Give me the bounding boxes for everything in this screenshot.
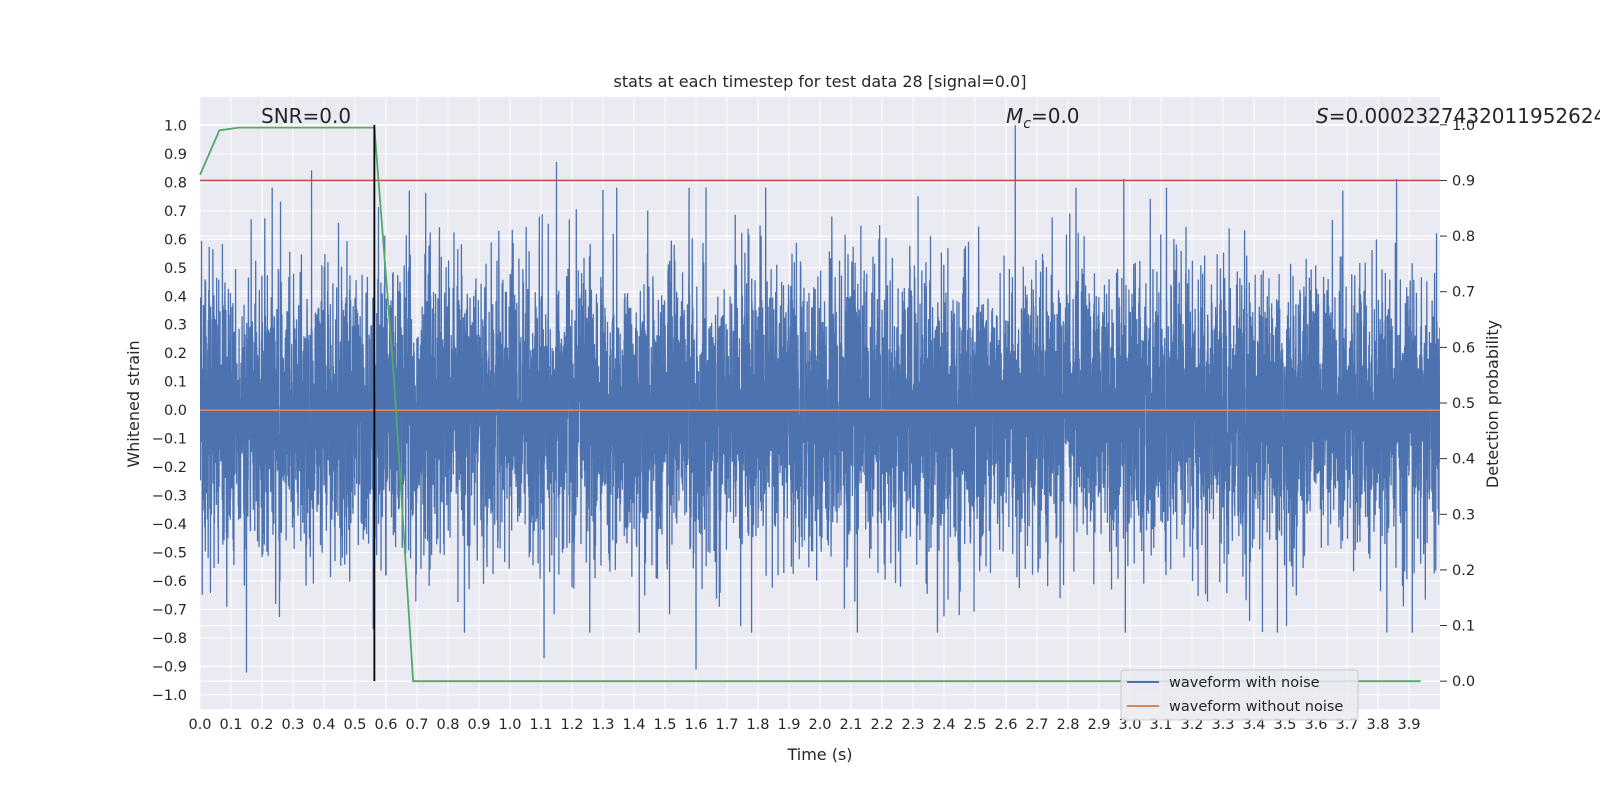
y-tick-label: 1.0 [164, 118, 187, 134]
y-tick-label: 0.8 [164, 175, 187, 191]
chart-title: stats at each timestep for test data 28 … [614, 72, 1027, 91]
y-tick-label: 0.4 [164, 289, 187, 305]
x-tick-label: 3.0 [1118, 717, 1141, 733]
overlay-layer [199, 124, 1440, 683]
y-tick-label: −0.3 [152, 489, 187, 505]
y-tick-label: −0.4 [152, 517, 187, 533]
x-tick-label: 3.2 [1180, 717, 1203, 733]
series-detection-probability [199, 126, 1421, 683]
y-right-tick-label: 0.1 [1452, 619, 1475, 635]
x-tick-label: 2.5 [963, 717, 986, 733]
x-tick-label: 1.5 [653, 717, 676, 733]
x-tick-label: 2.6 [994, 717, 1017, 733]
x-tick-label: 2.3 [901, 717, 924, 733]
x-axis-label: Time (s) [786, 745, 852, 764]
y-tick-label: 0.2 [164, 346, 187, 362]
y-right-tick-label: 0.5 [1452, 396, 1475, 412]
x-tick-label: 1.3 [591, 717, 614, 733]
y-axis-label: Whitened strain [124, 340, 143, 467]
series-layer [200, 124, 1440, 673]
x-tick-label: 0.1 [219, 717, 242, 733]
x-tick-label: 2.2 [870, 717, 893, 733]
x-tick-label: 1.9 [777, 717, 800, 733]
legend-box [1120, 669, 1359, 721]
y-right-tick-label: 1.0 [1452, 118, 1475, 134]
mc-annotation: Mc=0.0 [1006, 104, 1080, 132]
series-waveform-with-noise [200, 124, 1440, 673]
x-tick-label: 0.9 [467, 717, 490, 733]
x-tick-label: 1.1 [529, 717, 552, 733]
x-tick-label: 0.4 [312, 717, 335, 733]
y-right-tick-label: 0.6 [1452, 340, 1475, 356]
y-tick-label: 0.0 [164, 403, 187, 419]
x-tick-label: 2.9 [1087, 717, 1110, 733]
y-right-tick-label: 0.3 [1452, 507, 1475, 523]
x-tick-label: 3.5 [1273, 717, 1296, 733]
y-tick-label: 0.7 [164, 204, 187, 220]
legend-label-noise: waveform with noise [1169, 675, 1320, 691]
y-right-tick-label: 0.9 [1452, 173, 1475, 189]
x-tick-label: 3.1 [1149, 717, 1172, 733]
x-tick-label: 1.6 [684, 717, 707, 733]
y-tick-label: 0.9 [164, 147, 187, 163]
x-tick-label: 0.6 [374, 717, 397, 733]
mc-symbol: M [1006, 104, 1023, 128]
y-tick-label: −0.7 [152, 602, 187, 618]
x-tick-label: 3.7 [1335, 717, 1358, 733]
x-tick-label: 2.0 [808, 717, 831, 733]
x-tick-label: 2.8 [1056, 717, 1079, 733]
y-tick-label: 0.6 [164, 232, 187, 248]
y-tick-label: −0.6 [152, 574, 187, 590]
y-tick-label: 0.5 [164, 261, 187, 277]
x-tick-label: 0.3 [281, 717, 304, 733]
x-tick-label: 1.4 [622, 717, 645, 733]
y-right-tick-label: 0.8 [1452, 229, 1475, 245]
x-tick-label: 1.8 [746, 717, 769, 733]
y-right-tick-label: 0.4 [1452, 452, 1475, 468]
x-tick-label: 3.8 [1366, 717, 1389, 733]
x-tick-label: 3.6 [1304, 717, 1327, 733]
y-tick-label: −0.1 [152, 432, 187, 448]
y-right-tick-label: 0.7 [1452, 285, 1475, 301]
legend-label-clean: waveform without noise [1169, 699, 1343, 715]
x-tick-label: 0.8 [436, 717, 459, 733]
x-tick-label: 3.9 [1397, 717, 1420, 733]
x-tick-label: 2.4 [932, 717, 955, 733]
x-tick-label: 0.5 [343, 717, 366, 733]
legend: waveform with noise waveform without noi… [1120, 669, 1359, 721]
x-tick-label: 0.7 [405, 717, 428, 733]
s-symbol: S [1316, 104, 1329, 128]
y-tick-label: −1.0 [152, 688, 187, 704]
y-right-tick-label: 0.0 [1452, 674, 1475, 690]
y-tick-label: −0.5 [152, 545, 187, 561]
axes: 0.0 0.1 0.2 0.3 0.4 0.5 0.6 0.7 0.8 0.9 1.0 1.1 1.2 1… [152, 118, 1475, 733]
x-tick-label: 2.7 [1025, 717, 1048, 733]
x-tick-label: 0.2 [250, 717, 273, 733]
snr-annotation: SNR=0.0 [261, 104, 351, 128]
y-tick-label: 0.3 [164, 318, 187, 334]
y-tick-label: −0.8 [152, 631, 187, 647]
s-value: =0.00023274320119526244 [1329, 104, 1600, 128]
mc-subscript: c [1023, 116, 1031, 132]
y-axis-right-label: Detection probability [1483, 320, 1502, 488]
x-tick-label: 0.0 [188, 717, 211, 733]
x-tick-label: 3.3 [1211, 717, 1234, 733]
y-tick-label: −0.2 [152, 460, 187, 476]
y-tick-label: 0.1 [164, 375, 187, 391]
x-tick-label: 1.2 [560, 717, 583, 733]
x-tick-label: 1.0 [498, 717, 521, 733]
x-tick-label: 2.1 [839, 717, 862, 733]
y-right-tick-label: 0.2 [1452, 563, 1475, 579]
mc-value: =0.0 [1031, 104, 1080, 128]
x-tick-label: 1.7 [715, 717, 738, 733]
x-tick-label: 3.4 [1242, 717, 1265, 733]
y-tick-label: −0.9 [152, 659, 187, 675]
s-annotation: S=0.00023274320119526244 [1316, 104, 1600, 128]
